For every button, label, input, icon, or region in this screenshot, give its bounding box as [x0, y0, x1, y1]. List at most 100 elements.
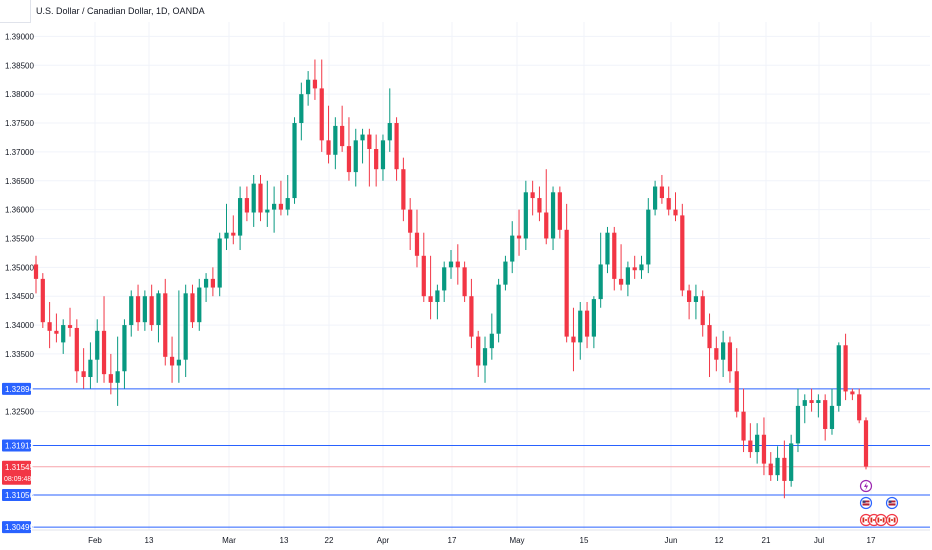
y-tick-label: 1.39000: [5, 32, 34, 41]
candle-body: [748, 440, 753, 453]
candle-body: [428, 296, 433, 302]
candle-body: [421, 255, 426, 297]
candle-body: [605, 232, 610, 265]
price-label-box: [2, 489, 31, 502]
candle-body: [496, 284, 501, 334]
candle-body: [394, 123, 399, 170]
candle-body: [598, 264, 603, 300]
candle-body: [272, 203, 277, 210]
candle-body: [401, 169, 406, 210]
ca-flag-band-icon: [882, 517, 885, 523]
candle-body: [312, 79, 318, 89]
x-tick-label: 12: [715, 536, 724, 545]
chart-menu-box[interactable]: [0, 0, 31, 23]
candle-body: [693, 296, 699, 302]
candle-body: [537, 198, 542, 213]
price-label: 1.31056: [5, 491, 34, 500]
us-flag-stripe-icon: [862, 502, 870, 504]
candle-body: [789, 443, 794, 481]
candle-body: [591, 299, 596, 337]
candle-body: [816, 400, 821, 403]
candle-body: [74, 327, 79, 372]
candle-body: [829, 405, 835, 429]
candle-body: [618, 278, 624, 285]
x-tick-label: 17: [448, 536, 457, 545]
candle-body: [108, 374, 113, 383]
candle-body: [741, 411, 746, 441]
candle-body: [782, 457, 787, 481]
candle-body: [149, 296, 154, 326]
ca-flag-band-icon: [893, 517, 896, 523]
x-tick-label: 13: [280, 536, 289, 545]
candle-body: [61, 325, 66, 343]
candle-body: [455, 261, 460, 268]
candle-body: [700, 296, 705, 326]
candle-body: [843, 345, 848, 392]
candle-body: [850, 391, 855, 395]
candle-body: [115, 371, 120, 383]
candle-body: [210, 278, 215, 288]
candle-body: [659, 186, 665, 199]
ca-flag-band-icon: [870, 517, 873, 523]
candle-body: [129, 296, 134, 326]
candle-body: [326, 140, 331, 155]
candle-body: [714, 348, 719, 360]
candle-body: [176, 359, 181, 366]
candle-body: [523, 192, 528, 239]
candle-body: [353, 140, 358, 173]
candle-body: [346, 146, 352, 173]
candle-body: [224, 232, 229, 239]
candle-body: [217, 238, 222, 288]
x-tick-label: 15: [580, 536, 589, 545]
candle-body: [510, 235, 515, 262]
candle-body: [448, 261, 454, 268]
candle-body: [836, 345, 841, 406]
candle-body: [81, 371, 86, 378]
candle-body: [387, 123, 392, 141]
candle-body: [482, 348, 488, 366]
candle-body: [40, 278, 45, 323]
y-axis: 1.39000 1.38500 1.38000 1.37500 1.37000 1.365…: [2, 32, 34, 534]
candle-body: [652, 186, 658, 210]
y-tick-label: 1.37500: [5, 119, 34, 128]
candle-body: [231, 232, 236, 236]
y-tick-label: 1.34500: [5, 292, 34, 301]
candle-body: [666, 198, 671, 210]
candle-body: [122, 325, 127, 372]
candle-body: [673, 209, 678, 216]
candle-body: [727, 342, 733, 372]
candle-body: [54, 330, 59, 334]
countdown-label: 08:09:48: [4, 476, 31, 483]
candle-body: [768, 463, 773, 476]
candle-body: [462, 267, 467, 297]
last-price-label: 1.31545: [5, 463, 34, 472]
candle-body: [135, 296, 141, 323]
candle-body: [380, 140, 386, 170]
x-tick-label: Jul: [814, 536, 824, 545]
candle-body: [639, 264, 644, 271]
candle-body: [169, 356, 175, 366]
maple-leaf-icon: [873, 519, 875, 521]
price-label-box: [2, 521, 31, 534]
candle-body: [625, 267, 630, 285]
maple-leaf-icon: [865, 519, 867, 521]
y-tick-label: 1.38000: [5, 90, 34, 99]
candle-body: [707, 325, 712, 349]
candle-body: [489, 333, 494, 349]
candle-body: [265, 209, 270, 213]
candle-body: [278, 203, 284, 210]
y-tick-label: 1.36000: [5, 206, 34, 215]
candle-body: [33, 264, 39, 279]
candle-body: [632, 267, 637, 271]
candle-body: [292, 123, 297, 199]
candle-body: [612, 232, 617, 279]
x-tick-label: Mar: [222, 536, 236, 545]
last-price-box: [2, 460, 31, 485]
x-tick-label: Apr: [377, 536, 390, 545]
y-tick-label: 1.37000: [5, 148, 34, 157]
y-tick-label: 1.32500: [5, 408, 34, 417]
us-flag-stripe-icon: [888, 502, 896, 504]
x-tick-label: Feb: [88, 536, 102, 545]
